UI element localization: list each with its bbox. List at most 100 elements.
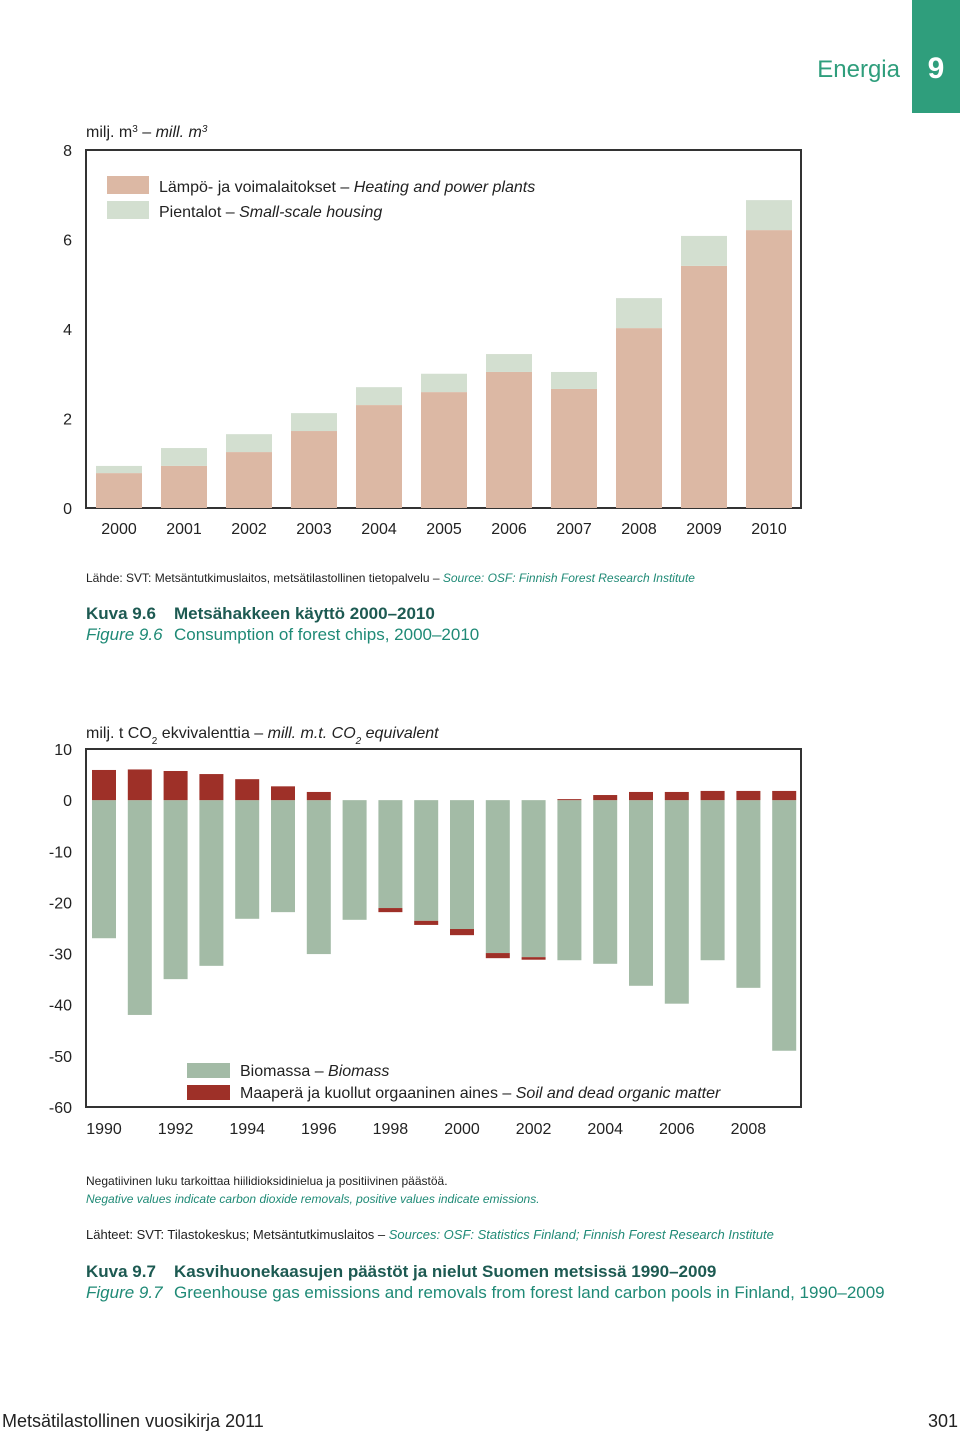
bar-segment xyxy=(163,770,188,801)
axis-label-part: milj. t CO xyxy=(86,725,152,742)
bar-segment xyxy=(161,465,207,508)
x-tick-label: 1996 xyxy=(301,1121,337,1138)
figure-title: Kasvihuonekaasujen päästöt ja nielut Suo… xyxy=(174,1262,716,1281)
bar-segment xyxy=(485,800,510,954)
x-tick-label: 1994 xyxy=(229,1121,265,1138)
bar-segment xyxy=(772,790,797,801)
figure-title-en: Greenhouse gas emissions and removals fr… xyxy=(174,1283,885,1302)
x-tick-label: 2010 xyxy=(751,521,787,538)
bar-segment xyxy=(356,387,402,406)
legend-name-en: Biomass xyxy=(328,1063,389,1080)
footer-page: 301 xyxy=(928,1411,958,1431)
axis-label-part: milj. m xyxy=(86,124,132,141)
axis-label-part: mill. m.t. CO xyxy=(268,725,356,742)
source-fi: Lähteet: SVT: Tilastokeskus; Metsäntutki… xyxy=(86,1227,386,1242)
x-tick-label: 2004 xyxy=(587,1121,623,1138)
y-tick-label: 0 xyxy=(63,793,72,810)
bar-segment xyxy=(772,800,797,1051)
bar-segment xyxy=(235,779,260,801)
bar-segment xyxy=(551,371,597,389)
axis-label-part: ekvivalenttia – xyxy=(162,725,263,742)
y-tick-label: -50 xyxy=(49,1049,72,1066)
axis-label-part: – xyxy=(142,124,151,141)
y-tick-label: 0 xyxy=(63,501,72,518)
bar-segment xyxy=(746,200,792,231)
x-tick-label: 2007 xyxy=(556,521,592,538)
footer-publication: Metsätilastollinen vuosikirja 2011 xyxy=(2,1411,264,1431)
bar-segment xyxy=(291,431,337,508)
bar-segment xyxy=(551,388,597,508)
bar-segment xyxy=(616,298,662,329)
y-tick-label: -30 xyxy=(49,947,72,964)
legend-name: Maaperä ja kuollut orgaaninen aines – xyxy=(240,1085,511,1102)
axis-label-part: mill. m xyxy=(156,124,202,141)
bar-segment xyxy=(291,413,337,432)
figure-label: Kuva 9.6 xyxy=(86,604,156,623)
x-tick-label: 2004 xyxy=(361,521,397,538)
legend-name: Biomassa – xyxy=(240,1063,324,1080)
bar-segment xyxy=(593,800,618,964)
bar-segment xyxy=(271,786,295,801)
y-tick-label: 4 xyxy=(63,322,72,339)
bar-segment xyxy=(746,230,792,509)
bar-segment xyxy=(96,465,142,474)
figure-title: Metsähakkeen käyttö 2000–2010 xyxy=(174,604,435,623)
figure-label-en: Figure 9.7 xyxy=(86,1283,163,1302)
bar-segment xyxy=(161,448,207,466)
bar-segment xyxy=(557,800,582,961)
y-tick-label: 10 xyxy=(54,742,72,759)
plot-frame xyxy=(85,748,802,1108)
bar-segment xyxy=(664,791,689,801)
bar-segment xyxy=(664,800,689,1004)
bar-segment xyxy=(629,800,653,986)
axis-label-index: 2 xyxy=(355,736,362,747)
x-tick-label: 2006 xyxy=(659,1121,695,1138)
legend-entry: Lämpö- ja voimalaitokset – Heating and p… xyxy=(159,179,535,196)
bar-segment xyxy=(199,774,224,801)
x-tick-label: 2008 xyxy=(731,1121,767,1138)
axis-label-part: equivalent xyxy=(366,725,440,742)
bar-segment xyxy=(486,371,532,508)
x-tick-label: 2002 xyxy=(516,1121,552,1138)
bar-segment xyxy=(235,800,260,919)
legend-name-en: Heating and power plants xyxy=(354,179,535,196)
axis-label-index: 3 xyxy=(132,124,138,135)
source-fi: Lähde: SVT: Metsäntutkimuslaitos, metsät… xyxy=(86,571,440,585)
bar-segment xyxy=(127,800,152,1015)
x-tick-label: 1992 xyxy=(158,1121,194,1138)
bar-segment xyxy=(163,800,188,980)
bar-segment xyxy=(736,800,761,988)
note-en: Negative values indicate carbon dioxide … xyxy=(86,1192,540,1206)
bar-segment xyxy=(127,769,152,801)
bar-segment xyxy=(271,800,295,913)
legend-name-en: Soil and dead organic matter xyxy=(516,1085,721,1102)
legend-swatch xyxy=(107,176,149,194)
legend-swatch xyxy=(107,201,149,219)
source-line: Lähde: SVT: Metsäntutkimuslaitos, metsät… xyxy=(86,571,695,585)
legend-entry: Maaperä ja kuollut orgaaninen aines – So… xyxy=(240,1085,721,1102)
legend-name: Pientalot – xyxy=(159,204,235,221)
section-number: 9 xyxy=(928,52,945,85)
bar-segment xyxy=(450,929,474,936)
figure-label-en: Figure 9.6 xyxy=(86,625,163,644)
legend-entry: Pientalot – Small-scale housing xyxy=(159,204,382,221)
bar-segment xyxy=(226,452,272,508)
x-tick-label: 1990 xyxy=(86,1121,122,1138)
axis-label-index: 3 xyxy=(202,124,208,135)
y-tick-label: -20 xyxy=(49,895,72,912)
bar-segment xyxy=(593,795,618,801)
x-tick-label: 2008 xyxy=(621,521,657,538)
bar-segment xyxy=(629,791,653,801)
bar-segment xyxy=(199,800,224,966)
x-tick-label: 2000 xyxy=(444,1121,480,1138)
legend-swatch xyxy=(187,1085,230,1100)
bar-segment xyxy=(306,791,331,801)
bar-segment xyxy=(616,328,662,508)
bar-segment xyxy=(92,800,116,939)
source-line: Lähteet: SVT: Tilastokeskus; Metsäntutki… xyxy=(86,1227,774,1242)
source-en: Source: OSF: Finnish Forest Research Ins… xyxy=(443,571,695,585)
bar-segment xyxy=(700,790,725,801)
legend-entry: Biomassa – Biomass xyxy=(240,1063,389,1080)
bar-segment xyxy=(736,790,761,801)
